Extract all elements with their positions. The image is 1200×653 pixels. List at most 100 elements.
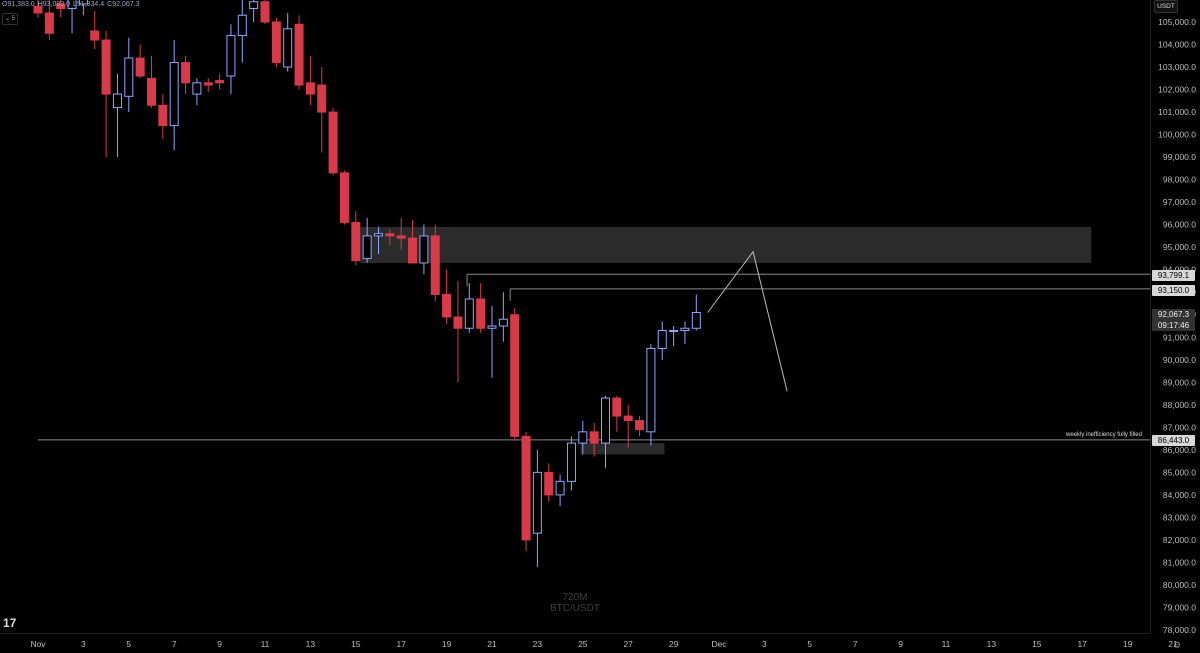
candle-49[interactable] — [589, 422, 599, 457]
candle-54[interactable] — [646, 344, 656, 446]
candle-11[interactable] — [158, 94, 168, 140]
candle-55[interactable] — [657, 321, 667, 360]
candle-9[interactable] — [135, 44, 145, 79]
candle-body-48 — [578, 431, 588, 444]
candle-46[interactable] — [555, 474, 565, 507]
candle-3[interactable] — [67, 0, 77, 34]
candle-body-24 — [305, 82, 315, 95]
candle-38[interactable] — [464, 283, 474, 333]
candle-body-36 — [442, 293, 452, 318]
price-tick-label: 83,000.0 — [1163, 512, 1196, 522]
candle-7[interactable] — [112, 73, 122, 158]
candle-body-53 — [635, 420, 645, 431]
candle-23[interactable] — [294, 15, 304, 90]
candle-32[interactable] — [396, 217, 406, 250]
candle-44[interactable] — [532, 449, 542, 567]
candle-42[interactable] — [510, 307, 520, 441]
candle-17[interactable] — [226, 24, 236, 95]
candle-10[interactable] — [147, 55, 156, 108]
currency-badge[interactable]: USDT — [1154, 0, 1178, 13]
candle-14[interactable] — [192, 78, 202, 106]
candle-58[interactable] — [691, 294, 701, 331]
candle-8[interactable] — [124, 37, 134, 113]
interval-toggle-button[interactable]: ⌄ 5 — [2, 13, 18, 25]
candle-45[interactable] — [544, 463, 554, 502]
time-tick-label: 11 — [261, 639, 270, 649]
candle-51[interactable] — [612, 395, 622, 432]
candle-20[interactable] — [260, 0, 270, 25]
candle-body-30 — [374, 233, 383, 237]
candle-body-7 — [112, 93, 122, 109]
candle-56[interactable] — [669, 326, 679, 347]
horizontal-levels — [38, 273, 1150, 441]
candle-4[interactable] — [78, 0, 88, 16]
candle-36[interactable] — [442, 269, 452, 324]
candle-18[interactable] — [237, 0, 247, 63]
candle-47[interactable] — [566, 436, 576, 491]
candle-35[interactable] — [430, 224, 440, 302]
candle-body-51 — [612, 397, 622, 417]
time-tick-label: 7 — [172, 639, 177, 649]
candle-0[interactable] — [33, 0, 43, 18]
candle-body-11 — [158, 104, 168, 127]
zone-1[interactable] — [580, 443, 665, 455]
candle-50[interactable] — [601, 395, 610, 468]
candle-16[interactable] — [215, 73, 225, 90]
candle-53[interactable] — [635, 416, 645, 437]
candle-body-27 — [339, 172, 349, 223]
price-tick-label: 86,000.0 — [1163, 445, 1196, 455]
candle-body-18 — [237, 14, 247, 37]
candle-19[interactable] — [249, 0, 259, 22]
time-tick-label: 17 — [396, 639, 406, 649]
candle-57[interactable] — [680, 321, 690, 345]
candle-31[interactable] — [385, 229, 395, 245]
price-tick-label: 79,000.0 — [1163, 602, 1196, 612]
candle-12[interactable] — [169, 40, 179, 151]
candle-21[interactable] — [271, 17, 281, 68]
candle-15[interactable] — [203, 78, 213, 92]
candle-body-22 — [283, 28, 293, 68]
candle-5[interactable] — [90, 10, 100, 50]
candle-body-46 — [555, 480, 565, 496]
settings-gear-icon[interactable]: ⚙ — [1173, 640, 1182, 650]
candle-body-26 — [328, 111, 338, 174]
candle-39[interactable] — [476, 283, 486, 333]
candle-24[interactable] — [305, 55, 315, 106]
candle-28[interactable] — [351, 211, 361, 266]
candle-52[interactable] — [623, 404, 633, 448]
projection-line[interactable] — [707, 250, 788, 392]
candle-body-2 — [56, 3, 66, 9]
candle-34[interactable] — [419, 224, 429, 275]
candle-43[interactable] — [521, 431, 531, 552]
candle-body-3 — [67, 0, 77, 9]
candle-13[interactable] — [181, 55, 191, 95]
price-tick-label: 95,000.0 — [1163, 242, 1196, 252]
candle-1[interactable] — [44, 0, 54, 41]
candle-6[interactable] — [101, 31, 111, 158]
candle-body-17 — [226, 35, 236, 77]
zone-0[interactable] — [360, 226, 1092, 263]
candle-40[interactable] — [487, 305, 497, 378]
price-tick-label: 84,000.0 — [1163, 490, 1196, 500]
candle-2[interactable] — [56, 0, 66, 18]
level-annotation: weekly inefficiency fully filled — [1066, 432, 1142, 438]
candle-41[interactable] — [498, 292, 508, 342]
candle-25[interactable] — [317, 67, 327, 153]
candle-body-19 — [249, 1, 259, 9]
candle-30[interactable] — [374, 226, 383, 254]
price-tag-current: 92,067.3 — [1152, 309, 1195, 320]
candle-37[interactable] — [453, 280, 463, 383]
price-tick-label: 94,000.0 — [1163, 265, 1196, 275]
tradingview-logo-icon[interactable]: 17 — [3, 616, 17, 630]
candle-26[interactable] — [328, 107, 338, 176]
candle-48[interactable] — [578, 420, 588, 455]
candle-33[interactable] — [408, 220, 418, 264]
time-tick-label: 15 — [1032, 639, 1042, 649]
time-tick-label: 9 — [217, 639, 222, 649]
candle-27[interactable] — [339, 170, 349, 225]
candle-29[interactable] — [362, 217, 372, 263]
candle-body-32 — [396, 235, 406, 239]
candle-22[interactable] — [283, 12, 293, 72]
candle-body-21 — [271, 21, 281, 64]
